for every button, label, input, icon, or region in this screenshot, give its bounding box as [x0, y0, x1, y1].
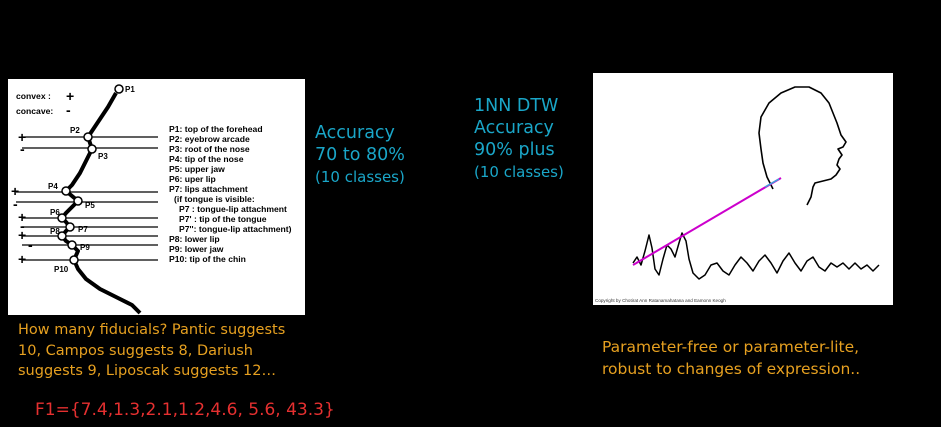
sign-4: - [13, 196, 18, 212]
legend-line: P2: eyebrow arcade [169, 134, 250, 144]
sign-9: + [18, 251, 26, 267]
right-accuracy-line: Accuracy [474, 118, 554, 138]
right-caption-line: Parameter-free or parameter-lite, [602, 338, 860, 356]
sign-3: + [11, 183, 19, 199]
legend-line: P6: uper lip [169, 174, 216, 184]
dtw-svg: Copyright by Chotirat Ann Ratanamahatana… [595, 86, 880, 303]
legend-line: P8: lower lip [169, 234, 220, 244]
legend-line: P3: root of the nose [169, 144, 250, 154]
legend-line: P7' : tip of the tongue [179, 214, 267, 224]
label-p6: P6 [50, 208, 60, 217]
sign-6: - [20, 218, 25, 234]
time-series [632, 232, 880, 280]
left-accuracy-line: 70 to 80% [315, 145, 405, 165]
right-caption-line: robust to changes of expression.. [602, 360, 861, 378]
legend-line: P7 : tongue-lip attachment [179, 204, 287, 214]
copyright-text: Copyright by Chotirat Ann Ratanamahatana… [595, 298, 726, 303]
left-accuracy-line: (10 classes) [315, 168, 405, 186]
left-accuracy: Accuracy 70 to 80% (10 classes) [315, 122, 405, 188]
fiducial-diagram: convex : + concave: - [8, 79, 305, 315]
label-p9: P9 [80, 243, 90, 252]
right-accuracy-line: 1NN DTW [474, 96, 559, 116]
right-caption: Parameter-free or parameter-lite, robust… [602, 336, 860, 380]
fiducial-p6 [57, 213, 67, 223]
label-p4: P4 [48, 182, 58, 191]
left-caption: How many fiducials? Pantic suggests 10, … [18, 320, 285, 382]
fiducial-p5 [73, 196, 83, 206]
label-p8: P8 [50, 227, 60, 236]
fiducial-p3 [87, 144, 97, 154]
fiducial-p1 [114, 84, 124, 94]
legend-line: P9: lower jaw [169, 244, 224, 254]
legend-line: P7'': tongue-lip attachment) [179, 224, 292, 234]
fiducial-p2 [83, 132, 93, 142]
label-p7: P7 [78, 225, 88, 234]
fiducial-lines [16, 136, 158, 261]
sign-2: - [20, 141, 25, 157]
convex-label: convex : [16, 91, 51, 101]
legend-line: P10: tip of the chin [169, 254, 246, 264]
fiducial-p7 [65, 222, 75, 232]
left-caption-line: How many fiducials? Pantic suggests [18, 322, 286, 338]
fiducial-p8 [57, 231, 67, 241]
head-profile [758, 86, 847, 206]
fiducial-svg: convex : + concave: - [11, 84, 292, 315]
sign-1: + [18, 129, 26, 145]
legend-line: P1: top of the forehead [169, 124, 263, 134]
convex-symbol: + [66, 88, 74, 104]
sign-5: + [18, 209, 26, 225]
fiducial-p10 [69, 255, 79, 265]
legend-line: P5: upper jaw [169, 164, 225, 174]
warp-line-tip [764, 178, 780, 188]
left-accuracy-line: Accuracy [315, 123, 395, 143]
dtw-figure: Copyright by Chotirat Ann Ratanamahatana… [593, 73, 893, 305]
sign-8: - [28, 237, 33, 253]
fiducial-p4 [61, 186, 71, 196]
legend-line: (if tongue is visible: [174, 194, 255, 204]
label-p3: P3 [98, 152, 108, 161]
concave-label: concave: [16, 106, 53, 116]
fiducial-points [57, 84, 124, 265]
legend-line: P7: lips attachment [169, 184, 248, 194]
left-caption-line: suggests 9, Liposcak suggests 12… [18, 363, 276, 379]
fiducial-legend: P1: top of the forehead P2: eyebrow arca… [169, 124, 292, 264]
warp-line [632, 177, 782, 266]
label-p5: P5 [85, 201, 95, 210]
label-p1: P1 [125, 85, 135, 94]
right-accuracy-line: (10 classes) [474, 163, 564, 181]
label-p10: P10 [54, 265, 69, 274]
feature-vector: F1={7.4,1.3,2.1,1.2,4.6, 5.6, 43.3} [35, 400, 335, 420]
fiducial-p9 [67, 240, 77, 250]
concave-symbol: - [66, 102, 71, 118]
legend-line: P4: tip of the nose [169, 154, 244, 164]
label-p2: P2 [70, 126, 80, 135]
right-accuracy: 1NN DTW Accuracy 90% plus (10 classes) [474, 95, 564, 183]
left-caption-line: 10, Campos suggests 8, Dariush [18, 342, 253, 359]
right-accuracy-line: 90% plus [474, 140, 555, 160]
sign-7: + [18, 227, 26, 243]
